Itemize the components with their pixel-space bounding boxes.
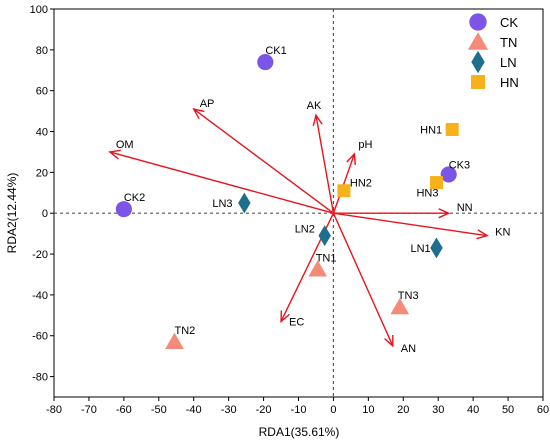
y-tick-label: -40 xyxy=(32,290,48,302)
sample-points: CK1 CK2 CK3 TN1 TN2 TN3 LN1 LN2 LN3 HN1 HN2 HN3 xyxy=(115,45,470,350)
legend-label-ln: LN xyxy=(500,55,517,70)
point-ck2 xyxy=(115,201,132,218)
x-tick-label: 0 xyxy=(330,404,336,416)
arrow-label-ak: AK xyxy=(307,100,322,112)
arrow-kn xyxy=(333,212,488,237)
x-tick-label: -20 xyxy=(256,404,272,416)
arrow-an xyxy=(332,212,394,347)
arrowhead-ak xyxy=(312,113,323,127)
x-tick-label: 30 xyxy=(432,404,444,416)
point-label-ln2: LN2 xyxy=(295,224,315,236)
point-label-ck3: CK3 xyxy=(449,159,470,171)
x-tick-label: 20 xyxy=(397,404,409,416)
y-tick-label: 60 xyxy=(36,86,48,98)
x-tick-label: -70 xyxy=(81,404,97,416)
axes: -80 -70 -60 -50 -40 -30 -20 -10 0 10 20 30 40 50 60 -80… xyxy=(30,4,549,416)
legend-marker-hn xyxy=(471,75,485,89)
y-tick-label: 100 xyxy=(30,4,48,16)
point-hn2 xyxy=(337,184,351,198)
arrow-label-nn: NN xyxy=(457,202,473,214)
legend-marker-ck xyxy=(469,13,487,31)
x-tick-label: 60 xyxy=(537,404,549,416)
y-tick-label: -60 xyxy=(32,331,48,343)
arrow-label-an: AN xyxy=(401,343,416,355)
arrow-ak xyxy=(315,115,335,214)
arrow-label-om: OM xyxy=(116,139,134,151)
arrowhead-an xyxy=(384,334,394,348)
point-ln3 xyxy=(238,192,251,214)
point-tn1 xyxy=(308,260,328,277)
x-tick-label: 40 xyxy=(467,404,479,416)
arrowhead-kn xyxy=(476,229,489,240)
arrowhead-ec xyxy=(280,310,290,323)
x-tick-label: 50 xyxy=(502,404,514,416)
legend-label-hn: HN xyxy=(500,75,519,90)
arrowhead-nn xyxy=(438,208,451,219)
x-tick-label: -80 xyxy=(46,404,62,416)
y-tick-label: 0 xyxy=(42,208,48,220)
point-tn3 xyxy=(390,298,410,315)
legend-marker-tn xyxy=(467,32,489,50)
point-hn1 xyxy=(445,122,459,136)
y-tick-label: -20 xyxy=(32,249,48,261)
legend-label-ck: CK xyxy=(500,15,518,30)
point-ln2 xyxy=(318,225,331,247)
y-axis-label: RDA2(12.44%) xyxy=(5,173,19,254)
environmental-arrows: AP AK OM pH NN KN EC AN xyxy=(108,98,510,355)
x-tick-label: -50 xyxy=(151,404,167,416)
arrow-ph xyxy=(332,153,356,214)
x-tick-label: -10 xyxy=(291,404,307,416)
arrow-label-ap: AP xyxy=(200,98,215,110)
arrow-label-ec: EC xyxy=(289,316,304,328)
point-label-ck2: CK2 xyxy=(124,192,145,204)
point-tn2 xyxy=(165,332,184,350)
point-ck3 xyxy=(440,166,457,183)
arrow-ap xyxy=(193,108,334,214)
arrow-om xyxy=(109,151,334,214)
legend-label-tn: TN xyxy=(500,35,517,50)
point-label-ck1: CK1 xyxy=(265,45,286,57)
arrowhead-om xyxy=(108,149,121,160)
arrow-label-ph: pH xyxy=(358,139,372,151)
point-ck1 xyxy=(257,54,274,71)
y-tick-label: 20 xyxy=(36,167,48,179)
point-label-tn1: TN1 xyxy=(316,252,337,264)
point-ln1 xyxy=(430,237,443,259)
point-label-ln3: LN3 xyxy=(212,198,232,210)
point-label-hn3: HN3 xyxy=(416,188,438,200)
point-hn3 xyxy=(429,176,443,190)
x-tick-label: 10 xyxy=(362,404,374,416)
x-axis-label: RDA1(35.61%) xyxy=(259,425,340,439)
x-tick-label: -30 xyxy=(221,404,237,416)
y-tick-label: 40 xyxy=(36,127,48,139)
arrowhead-ap xyxy=(192,108,205,120)
point-label-tn3: TN3 xyxy=(398,290,419,302)
y-tick-label: 80 xyxy=(36,45,48,57)
arrowhead-ph xyxy=(346,152,356,166)
x-tick-label: -60 xyxy=(116,404,132,416)
point-label-hn1: HN1 xyxy=(420,124,442,136)
y-tick-label: -80 xyxy=(32,372,48,384)
legend: CK TN LN HN xyxy=(467,13,519,90)
x-tick-label: -40 xyxy=(186,404,202,416)
legend-marker-ln xyxy=(471,50,485,74)
point-label-ln1: LN1 xyxy=(410,243,430,255)
arrow-label-kn: KN xyxy=(495,227,510,239)
point-label-hn2: HN2 xyxy=(350,178,372,190)
point-label-tn2: TN2 xyxy=(175,325,196,337)
